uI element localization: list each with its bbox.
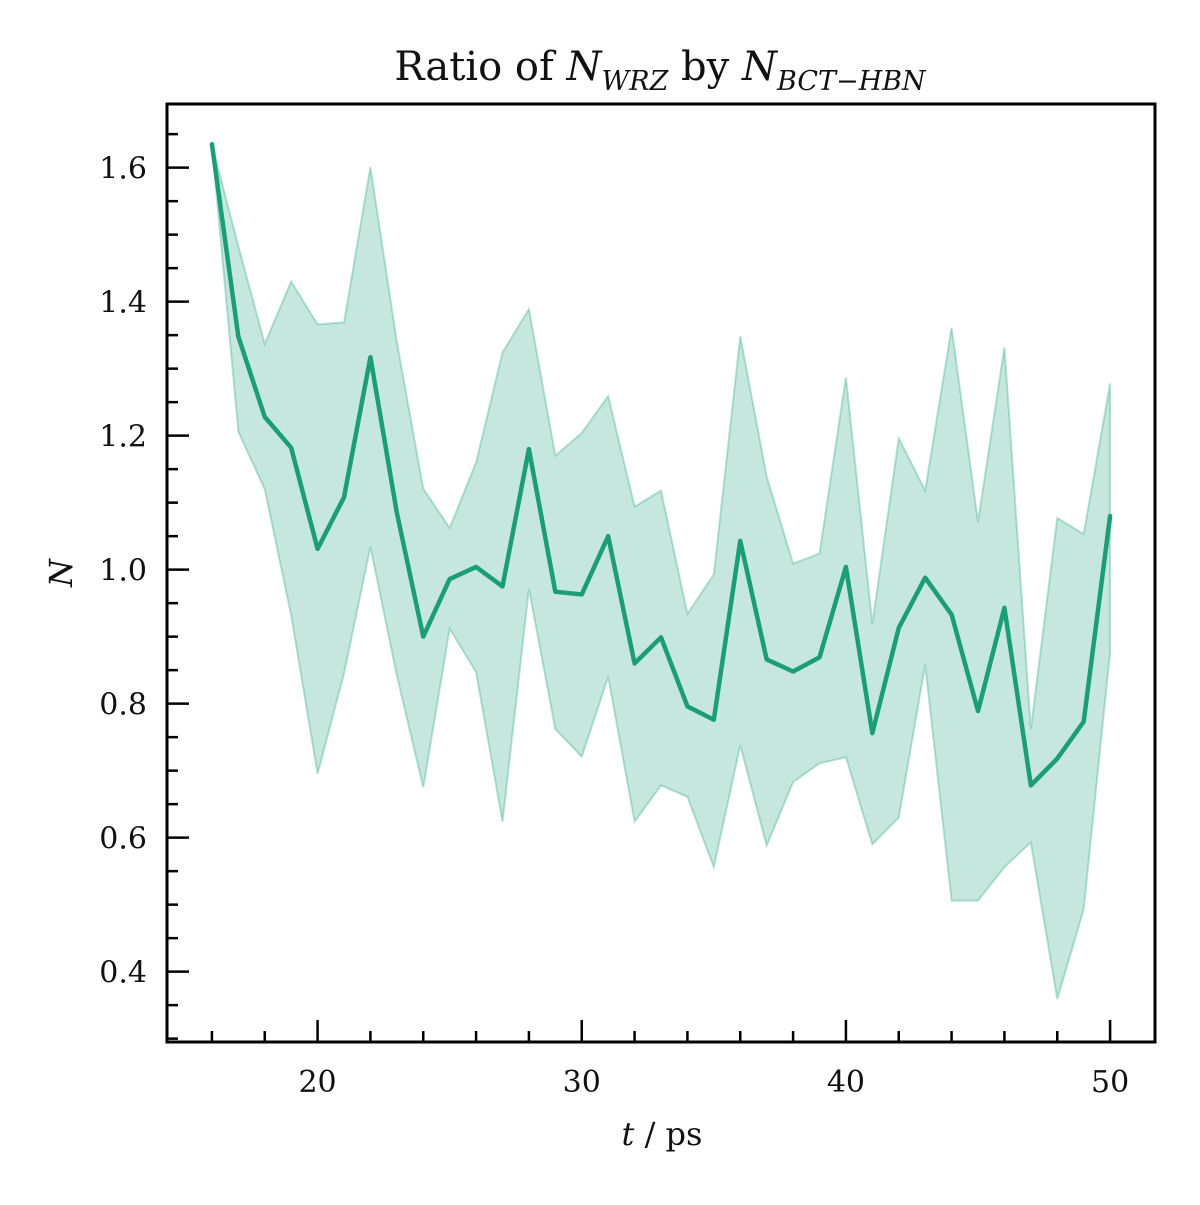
title-numerator-subscript: WRZ <box>602 66 670 97</box>
y-tick-label: 1.0 <box>99 554 147 589</box>
confidence-band-layer <box>210 143 1112 1000</box>
x-tick-label: 30 <box>563 1065 601 1100</box>
y-tick-label: 0.6 <box>99 822 147 857</box>
y-tick-label: 0.4 <box>99 956 147 991</box>
y-tick-label: 0.8 <box>99 688 147 723</box>
title-denominator-subscript: BCT−HBN <box>776 66 927 97</box>
x-axis-label: t / ps <box>622 1115 703 1153</box>
x-axis-unit: / ps <box>634 1115 702 1153</box>
y-tick-label: 1.2 <box>99 420 147 455</box>
series-line-layer <box>209 141 1113 788</box>
x-axis-symbol: t <box>622 1115 635 1153</box>
title-prefix: Ratio of <box>394 44 566 90</box>
x-tick-label: 20 <box>298 1065 336 1100</box>
y-tick-label: 1.6 <box>99 152 147 187</box>
x-tick-label: 40 <box>827 1065 865 1100</box>
confidence-band <box>210 143 1112 1000</box>
plot-frame <box>165 102 1157 1044</box>
title-denominator-symbol: N <box>741 44 779 90</box>
tick-labels-layer: 20 30 40 50 0.4 0.6 0.8 1.0 1.2 1.4 1.6 <box>99 152 1129 1100</box>
axis-ticks-layer <box>167 132 1112 1042</box>
title-middle: by <box>668 44 742 90</box>
series-line <box>209 141 1113 788</box>
x-tick-label: 50 <box>1091 1065 1129 1100</box>
y-tick-label: 1.4 <box>99 286 147 321</box>
title-numerator-symbol: N <box>566 44 604 90</box>
chart-title: Ratio of NWRZ by NBCT−HBN <box>394 44 927 97</box>
y-axis-label: N <box>42 558 80 588</box>
